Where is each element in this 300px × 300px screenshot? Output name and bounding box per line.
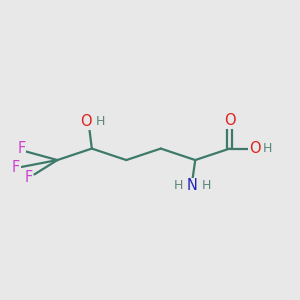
Text: H: H xyxy=(96,115,105,128)
Text: H: H xyxy=(202,179,211,192)
Text: H: H xyxy=(173,179,183,192)
Text: O: O xyxy=(80,114,92,129)
Text: F: F xyxy=(12,160,20,175)
Text: N: N xyxy=(187,178,198,194)
Text: O: O xyxy=(224,113,236,128)
Text: F: F xyxy=(25,170,33,185)
Text: F: F xyxy=(17,141,26,156)
Text: O: O xyxy=(249,141,261,156)
Text: H: H xyxy=(263,142,272,155)
